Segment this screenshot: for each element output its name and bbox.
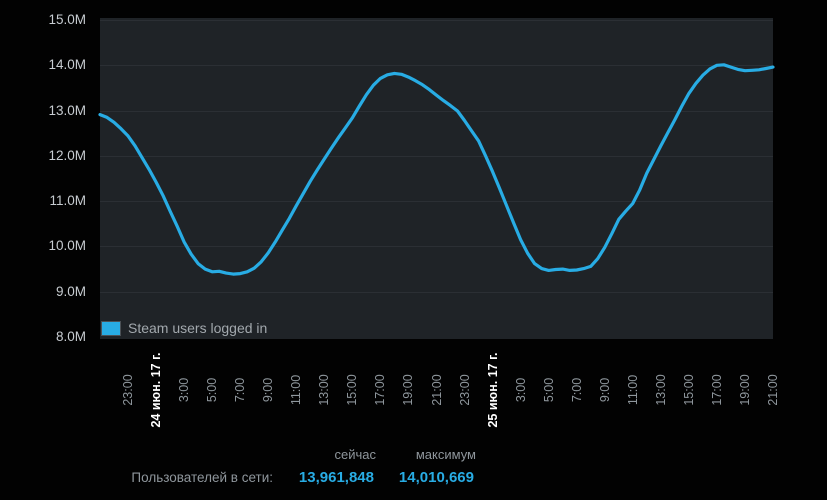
gridline [100,65,773,67]
stats-header-spacer [0,447,280,463]
y-tick-label: 8.0M [55,329,86,344]
x-tick-label: 11:00 [625,374,640,406]
x-tick-label: 9:00 [597,377,612,403]
x-tick-label: 15:00 [345,374,360,406]
online-users-stats: сейчас максимум Пользователей в сети: 13… [0,447,476,487]
plot-area[interactable]: Steam users logged in [98,18,775,339]
y-tick-label: 10.0M [48,238,86,254]
stats-header-max: максимум [415,447,476,462]
gridline [100,155,773,157]
x-tick-label: 5:00 [205,377,220,403]
legend: Steam users logged in [101,320,267,336]
x-date-label: 24 июн. 17 г. [149,352,164,428]
x-tick-label: 17:00 [709,374,724,406]
x-tick-label: 19:00 [737,374,752,406]
y-tick-label: 11.0M [49,193,86,209]
y-tick-label: 13.0M [48,102,86,118]
x-tick-label: 15:00 [681,374,696,406]
stats-max-value: 14,010,669 [398,469,474,486]
y-tick-label: 14.0M [48,57,86,73]
x-tick-label: 13:00 [653,374,668,406]
x-tick-label: 13:00 [317,374,332,406]
x-tick-label: 23:00 [121,374,136,406]
x-tick-label: 23:00 [457,374,472,406]
gridline [100,291,773,293]
gridline [100,201,773,203]
legend-swatch-icon [101,320,121,336]
y-tick-label: 15.0M [48,12,86,27]
x-tick-label: 21:00 [766,374,780,406]
x-tick-label: 19:00 [401,374,416,406]
x-tick-label: 17:00 [373,374,388,406]
legend-label: Steam users logged in [128,320,268,336]
gridline [100,246,773,248]
y-tick-label: 12.0M [48,147,86,163]
x-tick-label: 9:00 [261,377,276,403]
y-tick-label: 9.0M [55,283,86,299]
x-tick-label: 7:00 [569,377,584,403]
x-tick-label: 11:00 [289,374,304,406]
x-tick-label: 7:00 [233,377,248,403]
steam-users-line-series [98,63,775,276]
x-date-label: 25 июн. 17 г. [485,352,500,428]
x-tick-label: 3:00 [177,377,192,403]
steam-users-line [98,63,775,276]
x-tick-label: 5:00 [541,377,556,403]
gridline [100,20,773,21]
stats-row-label: Пользователей в сети: [131,470,273,485]
stats-header-now: сейчас [334,447,377,462]
gridline [100,110,773,112]
x-axis-labels: 23:00 24 июн. 17 г. 3:00 5:00 7:00 9:00 11:00 1… [100,339,780,454]
x-tick-label: 21:00 [429,374,444,406]
x-tick-label: 3:00 [513,377,528,403]
stats-now-value: 13,961,848 [298,469,374,486]
y-axis-labels: 15.0M 14.0M 13.0M 12.0M 11.0M 10.0M 9.0M 8.0M [0,0,86,370]
